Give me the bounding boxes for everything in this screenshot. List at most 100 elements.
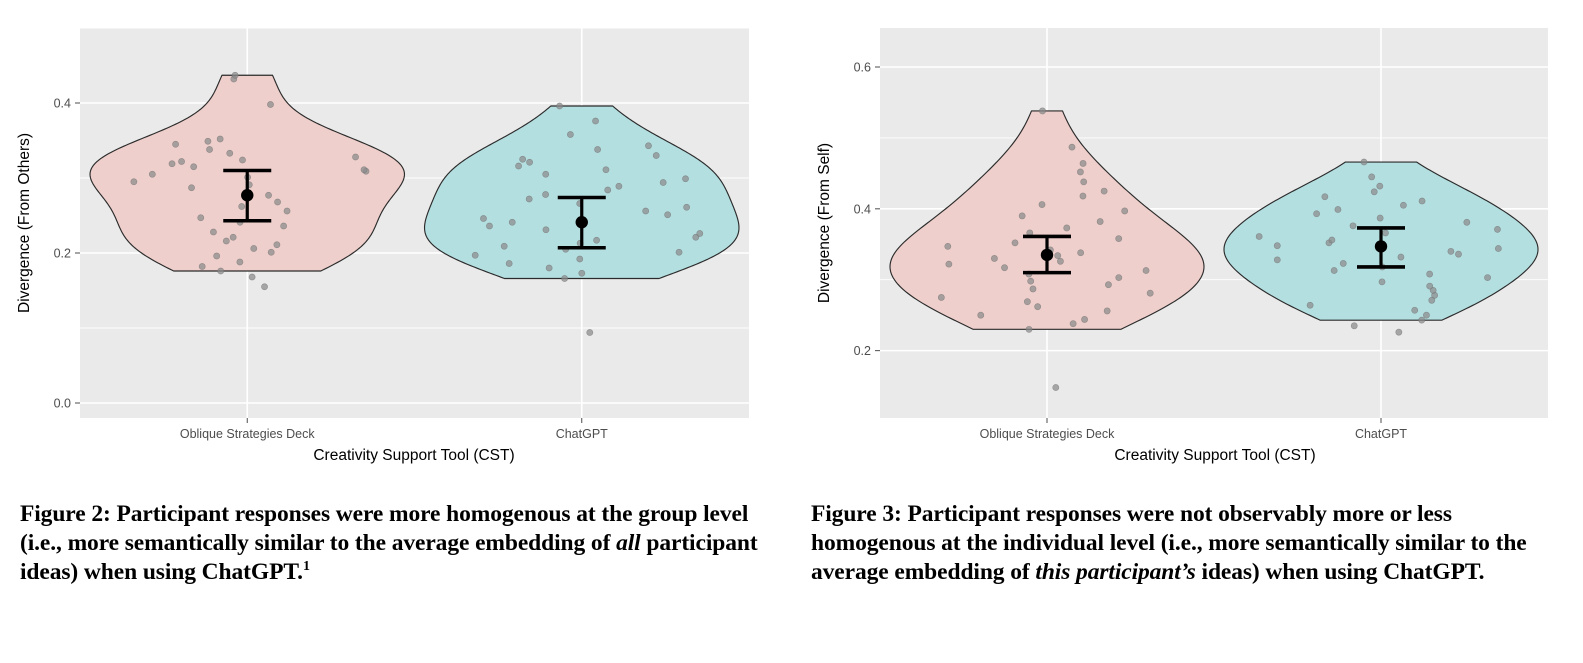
data-point [239,156,246,164]
data-point [1411,306,1419,314]
data-point [148,170,156,178]
data-point [1079,160,1087,167]
data-point [229,233,237,241]
data-point [280,222,288,230]
data-point [1423,311,1430,319]
caption-text-italic: this participant’s [1035,559,1196,585]
data-point [188,184,195,192]
mean-point [1374,240,1388,253]
data-point [615,182,623,190]
data-point [130,178,138,186]
panel-group: Oblique Strategies Deck ChatGPT 0.0 0.2 0.4 [54,27,749,441]
data-point [1328,236,1336,244]
data-point [576,255,584,263]
data-point [1494,225,1501,233]
data-point [178,158,185,165]
data-point [1313,210,1321,218]
data-point [1115,235,1123,242]
data-point [1025,325,1033,333]
data-point [1382,229,1389,237]
data-point [1376,182,1384,190]
figure-2-plot: Oblique Strategies Deck ChatGPT 0.0 0.2 0.4 … [0,0,791,480]
data-point [261,283,268,291]
data-point [977,311,985,319]
data-point [352,153,359,161]
data-point [937,294,945,301]
data-point [1349,222,1357,230]
data-point [1077,168,1084,176]
data-point [945,260,953,268]
data-point [204,137,212,145]
data-point [604,186,612,194]
data-point [190,163,198,171]
data-point [594,146,601,153]
caption-text-suffix: participant ideas) when using ChatGPT. [20,530,758,585]
data-point [1484,274,1491,281]
data-point [1052,384,1060,391]
data-point [236,258,244,266]
data-point [210,228,217,236]
data-point [1494,245,1502,252]
x-axis-title: Creativity Support Tool (CST) [1114,447,1315,464]
data-point [250,245,258,252]
data-point [216,135,224,143]
data-point [1418,197,1426,205]
data-point [664,211,672,219]
data-point [213,252,221,260]
data-point [1273,242,1281,250]
violin-shape [889,110,1205,330]
data-point [273,241,281,249]
data-point [592,117,599,125]
data-point [593,236,600,244]
figure-2-caption: Figure 2: Participant responses were mor… [20,500,762,587]
data-point [556,102,563,110]
figure-2-column: Oblique Strategies Deck ChatGPT 0.0 0.2 0.4 … [0,0,791,663]
data-point [505,260,513,267]
data-point [1418,316,1426,324]
data-point [1463,218,1471,226]
data-point [1395,328,1403,336]
data-point [642,207,650,215]
data-point [1023,298,1031,306]
x-axis-category-label: ChatGPT [1355,427,1407,441]
mean-point [1040,248,1054,262]
data-point [206,146,213,153]
x-axis-title: Creativity Support Tool (CST) [313,447,514,464]
caption-footnote-marker[interactable]: 1 [302,559,310,575]
data-point [1115,274,1123,281]
data-point [1426,282,1434,290]
data-point [283,207,291,215]
data-point [1255,233,1263,240]
data-point [1376,214,1384,222]
data-point [1103,307,1111,315]
data-point [1273,256,1281,264]
figure-3-caption: Figure 3: Participant responses were not… [811,500,1553,587]
data-point [222,237,230,245]
data-point [1096,218,1104,225]
violin-plot-divergence-from-self: Oblique Strategies Deck ChatGPT0.20.40.6 … [791,0,1582,480]
violin-shape [423,105,740,280]
data-point [1142,267,1150,274]
data-point [526,158,533,166]
data-point [1321,193,1329,201]
data-point [675,248,683,256]
data-point [500,242,508,250]
data-point [990,255,998,262]
data-point [1100,187,1108,195]
data-point [1334,206,1342,213]
data-point [508,218,516,226]
data-point [1038,201,1046,208]
y-axis-tick-label: 0.4 [54,97,71,111]
data-point [267,101,274,108]
data-point [198,263,206,270]
data-point [471,251,479,259]
data-point [1447,247,1455,255]
y-axis-title: Divergence (From Others) [16,133,33,313]
data-point [1063,224,1071,232]
data-point [652,152,660,159]
data-point [542,191,549,198]
data-point [1360,158,1368,166]
violin-plot-divergence-from-others: Oblique Strategies Deck ChatGPT0.00.20.4 … [0,0,791,480]
data-point [480,215,487,222]
data-point [1068,143,1076,151]
